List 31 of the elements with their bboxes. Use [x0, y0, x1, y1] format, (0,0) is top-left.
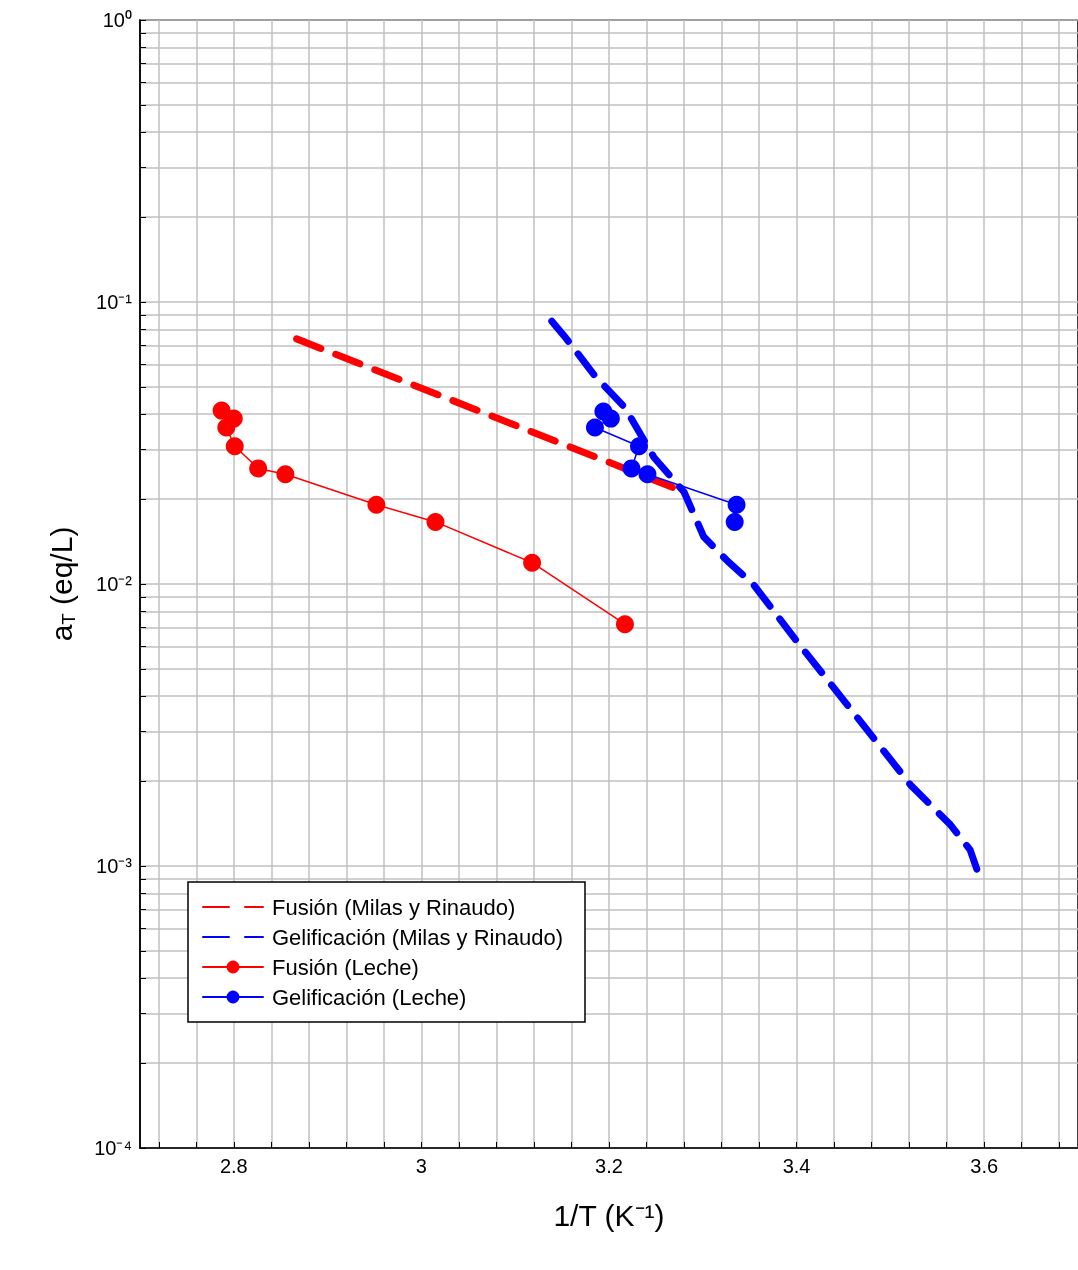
- point: [727, 495, 746, 514]
- point: [217, 418, 236, 437]
- x-tick-label: 2.8: [219, 1155, 248, 1177]
- legend-label: Fusión (Milas y Rinaudo): [272, 894, 516, 920]
- point: [276, 465, 295, 484]
- point: [638, 465, 657, 484]
- point: [622, 459, 641, 478]
- point: [725, 512, 744, 531]
- point: [585, 418, 604, 437]
- x-tick-label: 3.4: [782, 1155, 811, 1177]
- point: [367, 495, 386, 514]
- legend-label: Fusión (Leche): [272, 954, 419, 980]
- point: [249, 459, 268, 478]
- x-tick-label: 3.6: [970, 1155, 999, 1177]
- point: [630, 437, 649, 456]
- y-tick-label: 10⁻¹: [96, 291, 133, 313]
- point: [615, 615, 634, 634]
- y-tick-label: 10⁰: [102, 9, 132, 31]
- legend-label: Gelificación (Milas y Rinaudo): [272, 924, 563, 950]
- legend-label: Gelificación (Leche): [272, 984, 467, 1010]
- y-tick-label: 10⁻³: [96, 855, 133, 877]
- point: [225, 437, 244, 456]
- y-tick-label: 10⁻²: [96, 573, 133, 595]
- point: [601, 409, 620, 428]
- point: [426, 512, 445, 531]
- x-axis-title: 1/T (K⁻¹): [553, 1198, 665, 1232]
- point: [523, 553, 542, 572]
- y-tick-label: 10⁻⁴: [94, 1137, 132, 1159]
- x-tick-label: 3: [415, 1155, 427, 1177]
- y-axis-title: aT (eq/L): [44, 526, 79, 642]
- x-tick-label: 3.2: [595, 1155, 623, 1177]
